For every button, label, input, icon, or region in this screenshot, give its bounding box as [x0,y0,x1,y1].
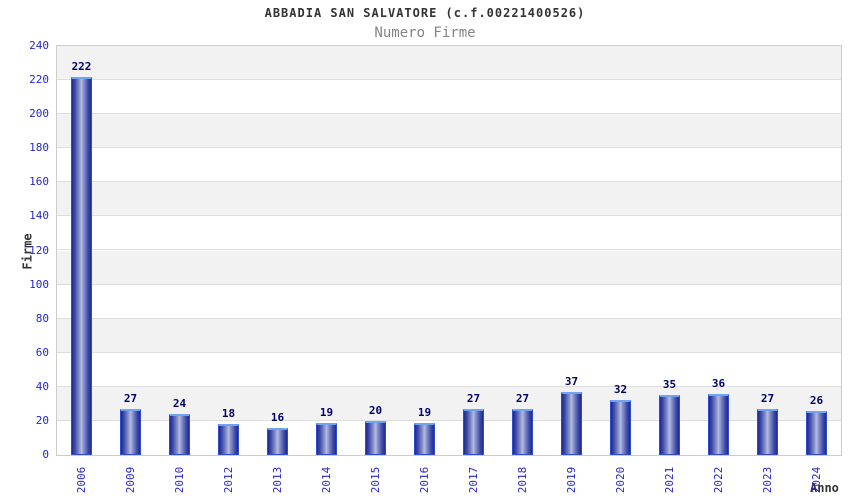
x-tick-label: 2009 [123,466,137,494]
bar [757,409,778,455]
plot-band [57,250,841,285]
y-tick-label: 220 [29,73,49,87]
chart-title: ABBADIA SAN SALVATORE (c.f.00221400526) [264,6,586,20]
bar [463,409,484,455]
plot-band [57,80,841,115]
bar-value-label: 222 [71,59,92,73]
x-tick-label: 2019 [564,466,578,494]
plot-band [57,148,841,183]
x-tick-label: 2016 [417,466,431,494]
bar-value-label: 20 [368,403,383,417]
bar [365,420,386,455]
bar-value-label: 36 [711,376,726,390]
x-tick-label: 2012 [221,466,235,494]
plot-band [57,182,841,217]
x-tick-label: 2006 [74,466,88,494]
bar-value-label: 26 [809,393,824,407]
x-tick-label: 2022 [711,466,725,494]
bar [218,424,239,455]
bar [610,400,631,455]
x-tick-label: 2015 [368,466,382,494]
bar-value-label: 27 [515,391,530,405]
y-tick-label: 240 [29,39,49,52]
bar [120,409,141,455]
bar [414,422,435,455]
y-tick-label: 60 [35,345,49,359]
x-tick-label: 2017 [466,466,480,494]
bar [71,76,92,455]
bar-value-label: 32 [613,383,628,397]
bar [169,414,190,455]
x-tick-label: 2018 [515,466,529,494]
plot-band [57,284,841,319]
y-tick-label: 160 [29,175,49,189]
plot-band [57,352,841,387]
bar [659,395,680,455]
bar [708,393,729,455]
bar-value-label: 37 [564,374,579,388]
y-tick-label: 120 [29,243,49,257]
x-tick-label: 2013 [270,466,284,494]
x-tick-label: 2014 [319,466,333,494]
x-tick-label: 2024 [809,466,823,494]
bar-value-label: 19 [417,405,432,419]
bar-value-label: 27 [123,391,138,405]
y-tick-label: 80 [35,311,49,325]
x-tick-label: 2020 [613,466,627,494]
chart-subtitle: Numero Firme [374,25,476,41]
y-tick-label: 0 [42,448,49,461]
plot-band [57,216,841,251]
bar-value-label: 16 [270,410,285,424]
bar [512,409,533,455]
bar-value-label: 27 [466,391,481,405]
bar [316,422,337,455]
bar [267,427,288,455]
x-tick-label: 2021 [662,466,676,494]
y-tick-label: 200 [29,107,49,121]
bar-value-label: 35 [662,378,677,392]
y-tick-label: 140 [29,209,49,223]
bar-value-label: 18 [221,407,236,421]
x-axis-title: Anno [810,481,839,495]
plot-area: 222 27 24 18 16 19 20 19 27 27 37 32 35 36 27 26 [56,45,842,456]
x-tick-label: 2023 [760,466,774,494]
bar [806,410,827,455]
y-tick-label: 20 [35,413,49,427]
y-tick-label: 100 [29,277,49,291]
y-tick-label: 40 [35,379,49,393]
bar [561,391,582,455]
plot-band [57,318,841,353]
plot-band [57,114,841,149]
bar-value-label: 27 [760,391,775,405]
bar-value-label: 24 [172,397,187,411]
x-tick-label: 2010 [172,466,186,494]
plot-band [57,46,841,81]
bar-value-label: 19 [319,405,334,419]
y-tick-label: 180 [29,141,49,155]
